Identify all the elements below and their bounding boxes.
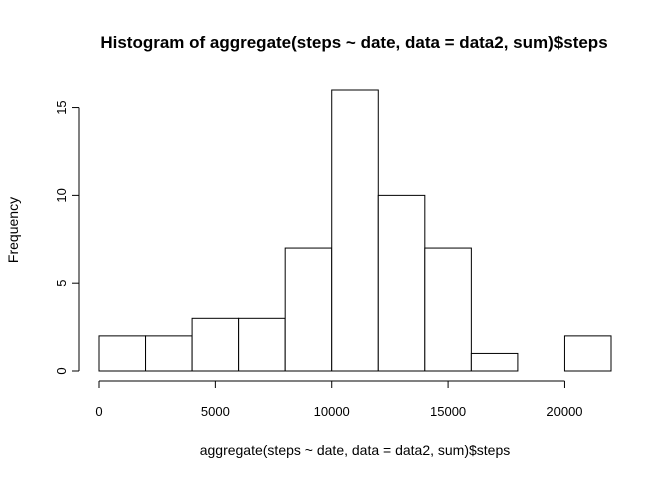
x-tick-label: 0 [95,404,102,419]
histogram-bar [284,247,333,372]
y-axis-label: Frequency [5,197,21,263]
histogram-bar [145,335,193,372]
x-tick-label: 20000 [546,404,582,419]
histogram-bar [424,247,472,372]
y-tick-label: 10 [54,188,69,202]
histogram-bar [563,335,612,372]
y-axis: 0 5 10 15 [54,100,80,375]
histogram-bar [470,352,519,372]
y-tick-label: 5 [54,280,69,287]
histogram-bars [98,89,612,372]
x-axis-label: aggregate(steps ~ date, data = data2, su… [200,442,511,458]
x-tick-label: 5000 [201,404,230,419]
histogram-bar [331,89,379,372]
histogram-bar [238,317,286,372]
x-axis: 0 5000 10000 15000 20000 [95,380,583,419]
histogram-bar [98,335,147,372]
histogram-bar [377,194,426,372]
histogram-bar [191,317,240,372]
x-tick-label: 10000 [314,404,350,419]
y-tick-label: 0 [54,367,69,374]
y-tick-label: 15 [54,100,69,114]
chart-title: Histogram of aggregate(steps ~ date, dat… [100,33,607,52]
x-tick-label: 15000 [430,404,466,419]
